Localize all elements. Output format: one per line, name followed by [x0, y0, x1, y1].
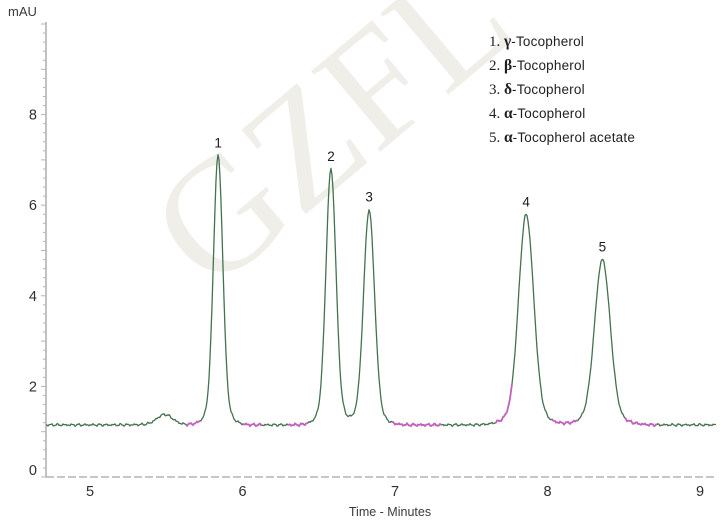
baseline-marker-segment — [287, 421, 309, 428]
x-tick-label: 9 — [696, 484, 704, 500]
y-tick-label: 2 — [29, 379, 37, 395]
legend-item-name: -Tocopherol — [512, 106, 586, 121]
legend: 1. γ-Tocopherol 2. β-Tocopherol 3. δ-Tocop… — [489, 30, 635, 150]
legend-item-greek: α — [504, 105, 513, 122]
legend-item-1: 1. γ-Tocopherol — [489, 30, 635, 54]
baseline-marker-segment — [495, 384, 513, 424]
legend-item-5: 5. α-Tocopherol acetate — [489, 126, 635, 150]
peak-label: 5 — [599, 240, 607, 255]
legend-item-number: 5. — [489, 130, 504, 146]
peak-label: 4 — [522, 194, 530, 209]
legend-item-greek: β — [504, 57, 513, 74]
legend-item-number: 2. — [489, 58, 504, 74]
legend-item-name: -Tocopherol — [511, 34, 585, 49]
peak-label: 1 — [214, 135, 222, 150]
legend-item-greek: α — [504, 129, 513, 146]
legend-item-number: 1. — [489, 34, 504, 50]
legend-item-4: 4. α-Tocopherol — [489, 102, 635, 126]
baseline-marker-segment — [551, 418, 579, 426]
x-tick-label: 8 — [543, 484, 551, 500]
legend-item-greek: δ — [504, 81, 513, 98]
baseline-marker-segment — [624, 417, 658, 428]
y-tick-label: 6 — [29, 198, 37, 214]
legend-item-greek: γ — [504, 33, 512, 50]
baseline-marker-segment — [185, 419, 201, 428]
y-tick-label: 0 — [29, 463, 37, 479]
y-axis-title: mAU — [8, 4, 37, 19]
y-tick-label: 4 — [29, 289, 37, 305]
legend-item-name: -Tocopherol acetate — [512, 130, 636, 145]
baseline-marker-segment — [242, 422, 263, 428]
baseline-marker-segment — [391, 421, 442, 428]
chromatogram-trace — [45, 154, 717, 427]
x-tick-label: 7 — [391, 484, 399, 500]
y-tick-label: 8 — [29, 108, 37, 124]
legend-item-name: -Tocopherol — [512, 82, 585, 97]
x-tick-label: 6 — [238, 484, 246, 500]
peak-label: 3 — [365, 190, 373, 205]
legend-item-number: 3. — [489, 82, 504, 98]
legend-item-name: -Tocopherol — [512, 58, 585, 73]
x-tick-label: 5 — [86, 484, 94, 500]
legend-item-2: 2. β-Tocopherol — [489, 54, 635, 78]
peak-label: 2 — [327, 149, 335, 164]
legend-item-3: 3. δ-Tocopherol — [489, 78, 635, 102]
x-axis-title: Time - Minutes — [348, 505, 432, 519]
legend-item-number: 4. — [489, 106, 504, 122]
